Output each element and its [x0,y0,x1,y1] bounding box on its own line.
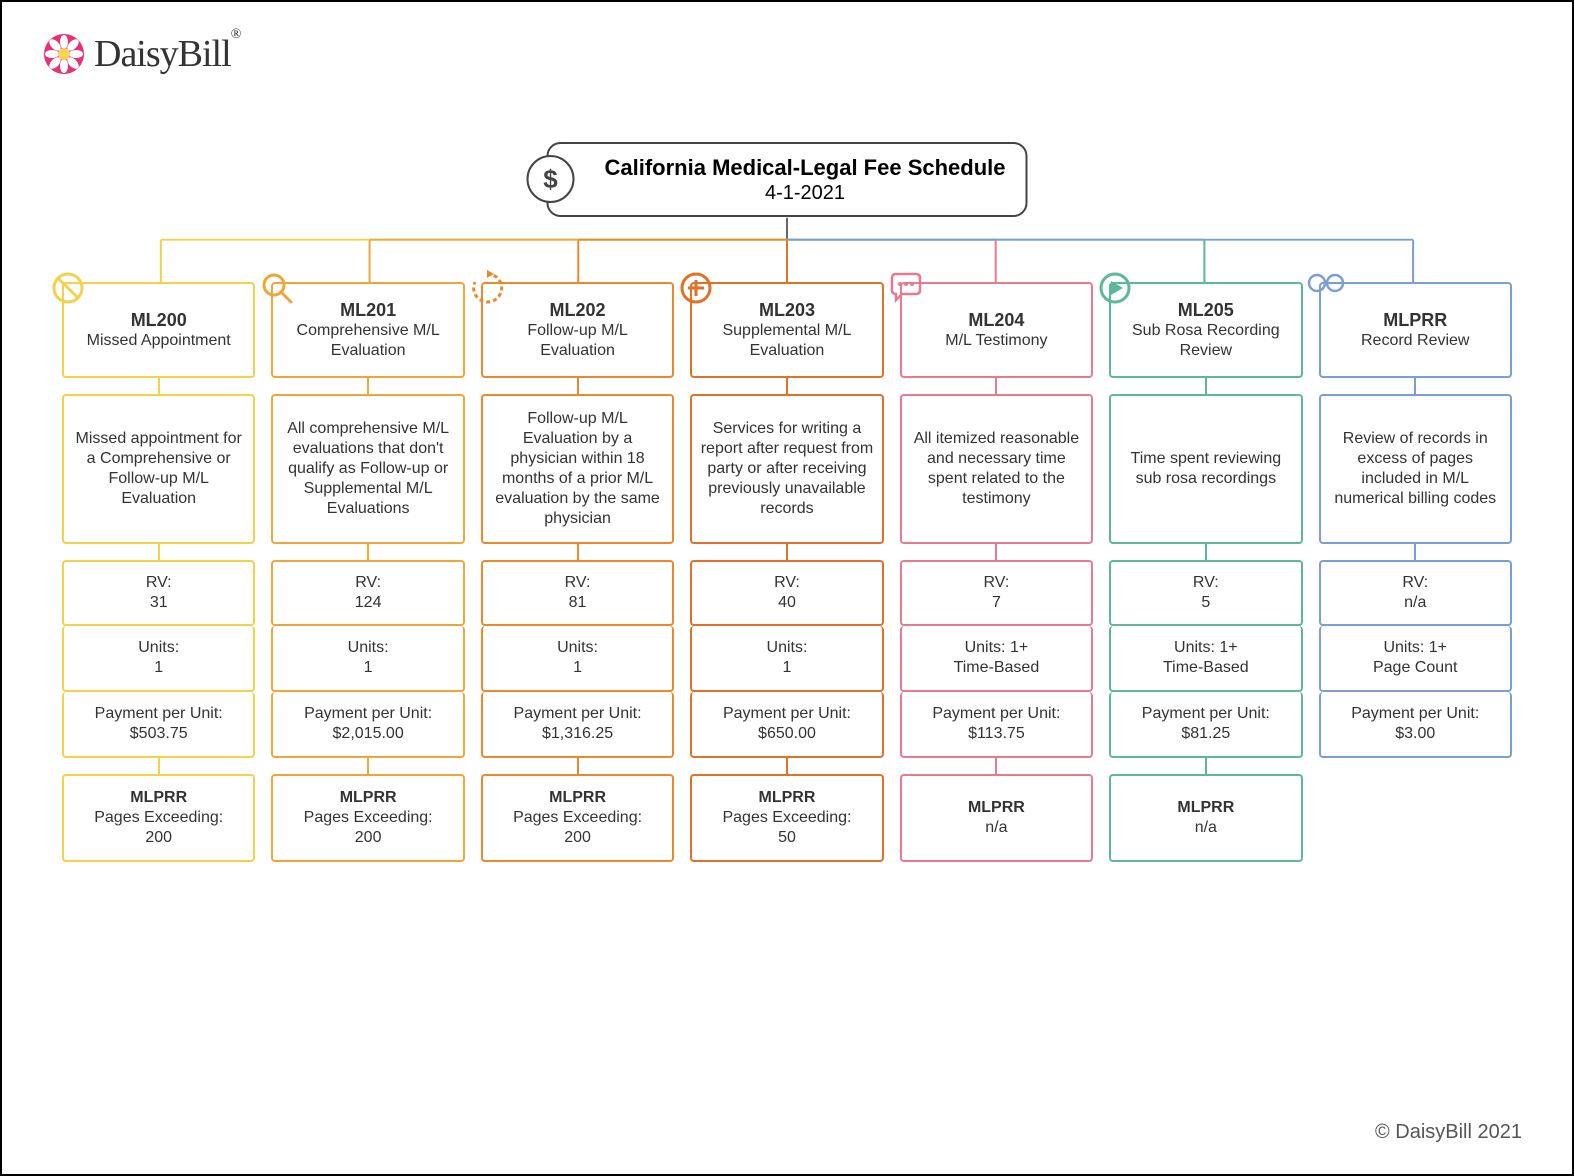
code-label: ML205 [1178,299,1234,322]
root-title: California Medical-Legal Fee Schedule [605,154,1006,182]
header-box: MLPRRRecord Review [1319,282,1512,378]
speech-icon [886,268,926,308]
rv-box: RV:31 [62,560,255,626]
mlprr-box: MLPRRn/a [900,774,1093,862]
brand-logo: DaisyBill® [42,32,1532,76]
payment-box: Payment per Unit:$113.75 [900,692,1093,758]
name-label: Record Review [1361,331,1469,351]
units-box: Units:1 [690,626,883,692]
payment-box: Payment per Unit:$2,015.00 [271,692,464,758]
name-label: Follow-up M/L Evaluation [489,321,666,361]
rv-box: RV:7 [900,560,1093,626]
description-box: All comprehensive M/L evaluations that d… [271,394,464,544]
header-box: ML205Sub Rosa Recording Review [1109,282,1302,378]
rv-box: RV:124 [271,560,464,626]
payment-box: Payment per Unit:$1,316.25 [481,692,674,758]
header-box: ML203Supplemental M/L Evaluation [690,282,883,378]
payment-box: Payment per Unit:$81.25 [1109,692,1302,758]
payment-box: Payment per Unit:$650.00 [690,692,883,758]
description-box: Follow-up M/L Evaluation by a physician … [481,394,674,544]
name-label: Sub Rosa Recording Review [1117,321,1294,361]
mlprr-box: MLPRRPages Exceeding:200 [481,774,674,862]
column-ml202: ML202Follow-up M/L EvaluationFollow-up M… [481,282,674,862]
mlprr-box: MLPRRn/a [1109,774,1302,862]
rv-box: RV:n/a [1319,560,1512,626]
column-ml200: ML200Missed Appointment Missed appointmen… [62,282,255,862]
name-label: Missed Appointment [87,331,231,351]
name-label: M/L Testimony [945,331,1047,351]
units-box: Units:1 [271,626,464,692]
description-box: All itemized reasonable and necessary ti… [900,394,1093,544]
units-box: Units:1 [62,626,255,692]
payment-box: Payment per Unit:$3.00 [1319,692,1512,758]
root-date: 4-1-2021 [605,182,1006,205]
name-label: Comprehensive M/L Evaluation [279,321,456,361]
brand-name: DaisyBill® [94,32,240,76]
column-ml205: ML205Sub Rosa Recording Review Time spent… [1109,282,1302,862]
mlprr-box: MLPRRPages Exceeding:200 [271,774,464,862]
play-icon [1095,268,1135,308]
code-label: ML204 [968,309,1024,332]
column-ml203: ML203Supplemental M/L Evaluation Services… [690,282,883,862]
mlprr-box: MLPRRPages Exceeding:50 [690,774,883,862]
description-box: Time spent reviewing sub rosa recordings [1109,394,1302,544]
columns-container: ML200Missed Appointment Missed appointmen… [62,282,1512,862]
column-ml201: ML201Comprehensive M/L Evaluation All com… [271,282,464,862]
description-box: Services for writing a report after requ… [690,394,883,544]
code-label: MLPRR [1383,309,1447,332]
units-box: Units:1 [481,626,674,692]
units-box: Units: 1+Time-Based [900,626,1093,692]
rv-box: RV:40 [690,560,883,626]
column-ml204: ML204M/L Testimony All itemized reasonabl… [900,282,1093,862]
code-label: ML201 [340,299,396,322]
refresh-icon [467,268,507,308]
column-mlprr: MLPRRRecord Review Review of records in e… [1319,282,1512,862]
description-box: Review of records in excess of pages inc… [1319,394,1512,544]
name-label: Supplemental M/L Evaluation [698,321,875,361]
code-label: ML203 [759,299,815,322]
dollar-icon: $ [527,155,575,203]
rv-box: RV:81 [481,560,674,626]
page: DaisyBill® $ California Medical-Legal Fe… [0,0,1574,1176]
payment-box: Payment per Unit:$503.75 [62,692,255,758]
header-box: ML204M/L Testimony [900,282,1093,378]
flower-icon [42,32,86,76]
rv-box: RV:5 [1109,560,1302,626]
cancel-circle-icon [48,268,88,308]
header-box: ML200Missed Appointment [62,282,255,378]
plus-circle-icon [676,268,716,308]
root-node: $ California Medical-Legal Fee Schedule … [547,142,1028,217]
header-box: ML202Follow-up M/L Evaluation [481,282,674,378]
code-label: ML202 [550,299,606,322]
mlprr-box: MLPRRPages Exceeding:200 [62,774,255,862]
description-box: Missed appointment for a Comprehensive o… [62,394,255,544]
header-box: ML201Comprehensive M/L Evaluation [271,282,464,378]
units-box: Units: 1+Time-Based [1109,626,1302,692]
copyright: © DaisyBill 2021 [1375,1121,1522,1144]
code-label: ML200 [131,309,187,332]
glasses-icon [1305,268,1345,308]
units-box: Units: 1+Page Count [1319,626,1512,692]
magnifier-icon [257,268,297,308]
